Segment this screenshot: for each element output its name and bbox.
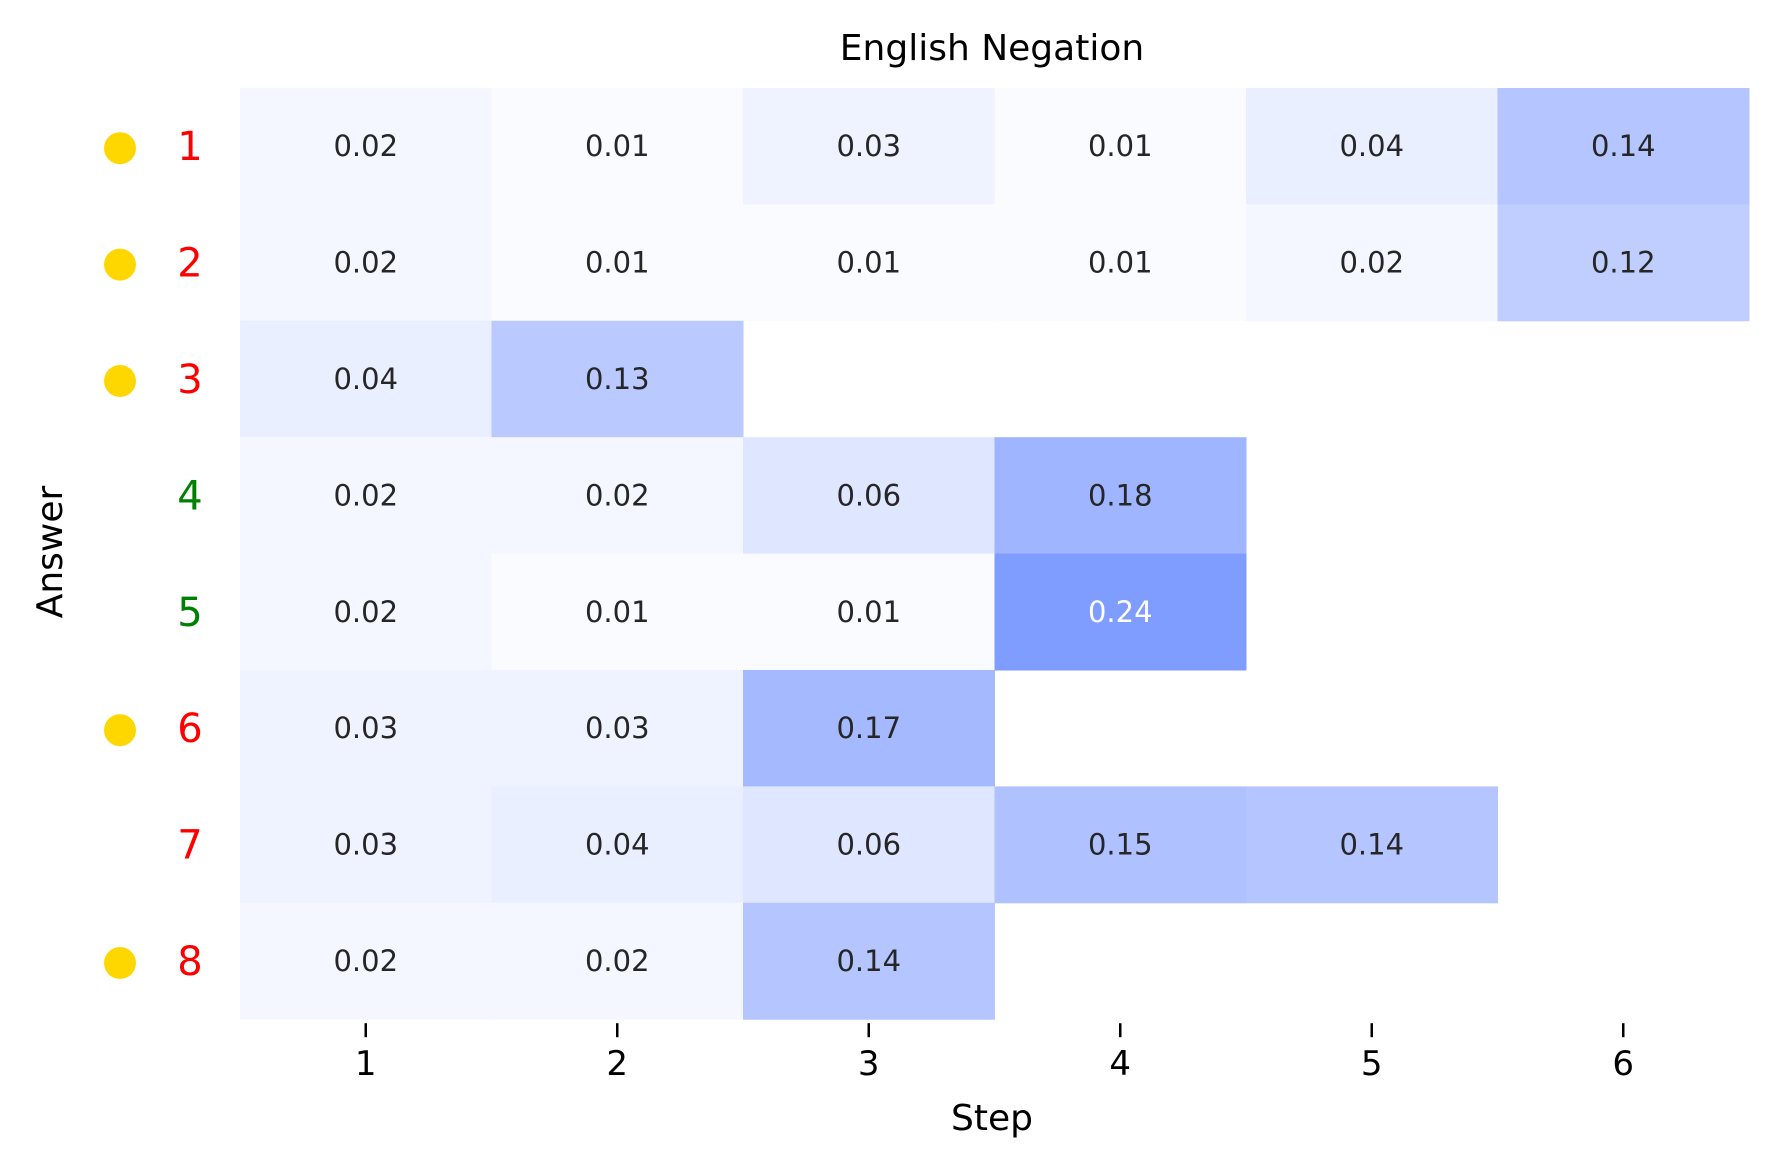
x-tick-label: 6: [1612, 1044, 1634, 1084]
heatmap-cell: [743, 786, 995, 904]
heatmap-cell: [994, 204, 1247, 322]
x-tick-label: 5: [1361, 1044, 1383, 1084]
heatmap-cell: [1246, 204, 1498, 322]
heatmap-cells: [240, 88, 1750, 1020]
heatmap-cell: [994, 786, 1247, 904]
heatmap-cell-label: 0.01: [585, 595, 650, 629]
row-marker-dot: [104, 714, 136, 747]
heatmap-cell: [491, 437, 744, 555]
heatmap-cell: [240, 670, 492, 787]
y-tick-label: 7: [177, 823, 202, 869]
heatmap-cell-label: 0.06: [836, 828, 901, 862]
row-marker-dot: [104, 132, 136, 165]
heatmap-cell: [240, 88, 492, 205]
heatmap-cell: [240, 437, 492, 555]
heatmap-cell: [240, 320, 492, 438]
heatmap-cell: [994, 553, 1247, 671]
heatmap-cell-label: 0.01: [1088, 246, 1153, 280]
y-tick-labels: 1 2 3 4 5 6 7 8: [177, 124, 202, 985]
heatmap-cell: [491, 786, 744, 904]
heatmap-cell: [240, 204, 492, 322]
heatmap-cell: [491, 204, 744, 322]
heatmap-cell-label: 0.04: [585, 828, 650, 862]
chart-title: English Negation: [840, 28, 1144, 69]
heatmap-cell: [743, 204, 995, 322]
y-tick-label: 6: [177, 706, 202, 752]
row-marker-dot: [104, 248, 136, 281]
heatmap-cell-label: 0.06: [836, 478, 901, 512]
heatmap-cell-label: 0.03: [333, 828, 398, 862]
heatmap-cell: [240, 902, 492, 1020]
row-markers: [104, 132, 136, 979]
row-marker-dot: [104, 947, 136, 979]
y-tick-label: 3: [177, 357, 202, 403]
heatmap-cell-label: 0.04: [333, 362, 398, 396]
heatmap-cell-label: 0.03: [585, 711, 650, 745]
heatmap-cell-label: 0.01: [836, 246, 901, 280]
heatmap-cell: [1246, 786, 1498, 904]
heatmap-cell-label: 0.02: [1339, 246, 1404, 280]
heatmap-cell: [491, 320, 744, 438]
heatmap-cell: [491, 553, 744, 671]
heatmap-cell-label: 0.03: [836, 129, 901, 163]
x-axis-ticks: 1 2 3 4 5 6: [355, 1023, 1634, 1084]
y-axis-label: Answer: [30, 486, 71, 619]
x-tick-label: 3: [858, 1044, 880, 1084]
heatmap-cell-label: 0.02: [333, 595, 398, 629]
heatmap-cell: [743, 437, 995, 555]
heatmap-cell-label: 0.17: [836, 711, 901, 745]
heatmap-cell-label: 0.24: [1088, 595, 1153, 629]
heatmap-cell-label: 0.18: [1088, 478, 1153, 512]
heatmap-cell: [491, 670, 744, 787]
heatmap-cell-label: 0.03: [333, 711, 398, 745]
heatmap-cell-label: 0.02: [333, 478, 398, 512]
x-tick-label: 2: [606, 1044, 628, 1084]
y-tick-label: 5: [177, 590, 202, 636]
y-tick-label: 4: [177, 473, 202, 519]
heatmap-cell-label: 0.02: [333, 246, 398, 280]
heatmap-cell-label: 0.02: [585, 944, 650, 978]
heatmap-cell-label: 0.01: [836, 595, 901, 629]
heatmap-cell-label: 0.14: [836, 944, 901, 978]
heatmap-cell: [491, 88, 744, 205]
heatmap-cell-label: 0.02: [333, 129, 398, 163]
y-tick-label: 2: [177, 241, 202, 287]
heatmap-cell-label: 0.02: [585, 478, 650, 512]
heatmap-cell-label: 0.02: [333, 944, 398, 978]
heatmap-cell: [743, 88, 995, 205]
heatmap-cell: [1246, 88, 1498, 205]
heatmap-cell-label: 0.01: [585, 246, 650, 280]
heatmap-cell-label: 0.01: [585, 129, 650, 163]
heatmap-cell-label: 0.04: [1339, 129, 1404, 163]
heatmap-cell: [240, 786, 492, 904]
x-axis-label: Step: [951, 1098, 1033, 1139]
heatmap-cell-label: 0.14: [1591, 129, 1656, 163]
heatmap-cell-label: 0.13: [585, 362, 650, 396]
x-tick-label: 4: [1109, 1044, 1131, 1084]
heatmap-cell: [1497, 88, 1750, 205]
heatmap-cell-label: 0.14: [1339, 828, 1404, 862]
y-tick-label: 1: [177, 124, 202, 170]
heatmap-cell-labels: 0.02 0.01 0.03 0.01 0.04 0.14 0.02 0.01 0.01 0.01…: [333, 129, 1655, 978]
heatmap-cell: [743, 670, 995, 787]
heatmap-cell-label: 0.12: [1591, 246, 1656, 280]
heatmap-cell: [240, 553, 492, 671]
heatmap-cell: [994, 437, 1247, 555]
x-tick-label: 1: [355, 1044, 377, 1084]
heatmap-cell: [743, 553, 995, 671]
heatmap-cell-label: 0.15: [1088, 828, 1153, 862]
heatmap-cell: [491, 902, 744, 1020]
heatmap-cell-label: 0.01: [1088, 129, 1153, 163]
heatmap-cell: [994, 88, 1247, 205]
heatmap-cell: [743, 902, 995, 1020]
heatmap-cell: [1497, 204, 1750, 322]
row-marker-dot: [104, 365, 136, 397]
y-tick-label: 8: [177, 939, 202, 985]
